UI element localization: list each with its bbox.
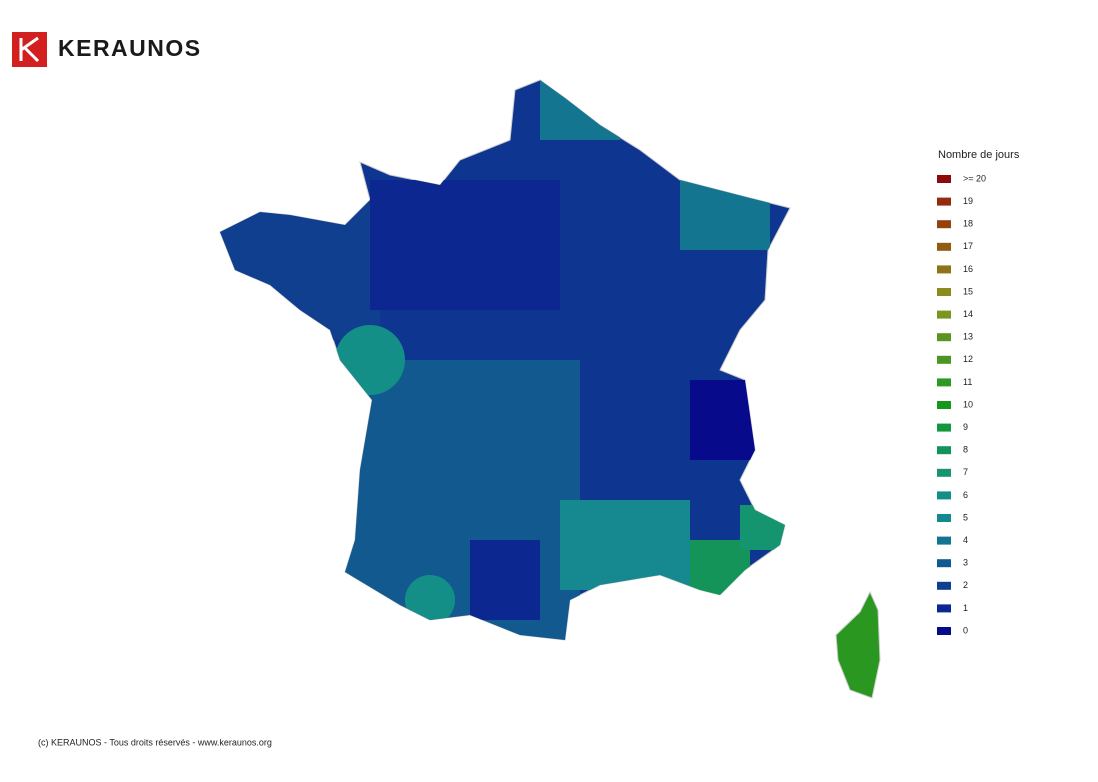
legend-label: 9 — [963, 422, 968, 432]
legend-title: Nombre de jours — [938, 149, 1020, 161]
legend-swatch — [937, 197, 951, 206]
legend-swatch — [937, 333, 951, 342]
legend-swatch — [937, 310, 951, 319]
region — [740, 505, 790, 550]
legend-swatch — [937, 355, 951, 364]
legend-label: 18 — [963, 219, 973, 229]
legend-swatch — [937, 378, 951, 387]
legend-swatch — [937, 242, 951, 251]
legend-swatch — [937, 627, 951, 635]
legend-label: 3 — [963, 558, 968, 568]
legend-swatch — [937, 514, 951, 522]
legend-label: 16 — [963, 264, 973, 274]
region — [340, 360, 580, 640]
legend-label: 6 — [963, 490, 968, 500]
legend-swatch — [937, 604, 951, 613]
logo: KERAUNOS — [12, 32, 202, 67]
legend-label: 4 — [963, 535, 968, 545]
legend-label: 2 — [963, 580, 968, 590]
legend-label: >= 20 — [963, 173, 986, 183]
legend-swatch — [937, 288, 951, 296]
legend-swatch — [937, 423, 951, 432]
legend-swatch — [937, 446, 951, 455]
region — [560, 500, 690, 590]
region — [335, 325, 405, 395]
logo-mark — [12, 32, 47, 67]
map — [219, 79, 881, 699]
legend-swatch — [937, 401, 951, 409]
region — [680, 170, 770, 250]
legend-label: 5 — [963, 512, 968, 522]
legend-swatch — [937, 175, 951, 183]
legend-swatch — [937, 491, 951, 500]
legend-label: 11 — [963, 377, 972, 387]
corsica — [835, 590, 881, 699]
legend-label: 12 — [963, 354, 973, 364]
region — [470, 540, 540, 620]
region — [540, 80, 620, 140]
region — [220, 200, 380, 340]
footer: (c) KERAUNOS - Tous droits réservés - ww… — [38, 737, 272, 747]
legend-swatch — [937, 220, 951, 229]
legend-swatch — [937, 468, 951, 477]
region — [690, 380, 760, 460]
legend-swatch — [937, 581, 951, 590]
brand: KERAUNOS — [58, 35, 202, 61]
legend-label: 17 — [963, 241, 973, 251]
legend-label: 1 — [963, 603, 968, 613]
legend-label: 7 — [963, 467, 968, 477]
legend-label: 0 — [963, 625, 968, 635]
region — [405, 575, 455, 625]
legend-label: 10 — [963, 399, 973, 409]
legend-label: 8 — [963, 445, 968, 455]
region — [370, 180, 560, 310]
legend-swatch — [937, 559, 951, 568]
legend-swatch — [937, 265, 951, 274]
legend-swatch — [937, 536, 951, 545]
legend-label: 19 — [963, 196, 973, 206]
logo-k — [19, 36, 40, 63]
legend-label: 13 — [963, 332, 973, 342]
legend-label: 14 — [963, 309, 973, 319]
legend-label: 15 — [963, 286, 973, 296]
